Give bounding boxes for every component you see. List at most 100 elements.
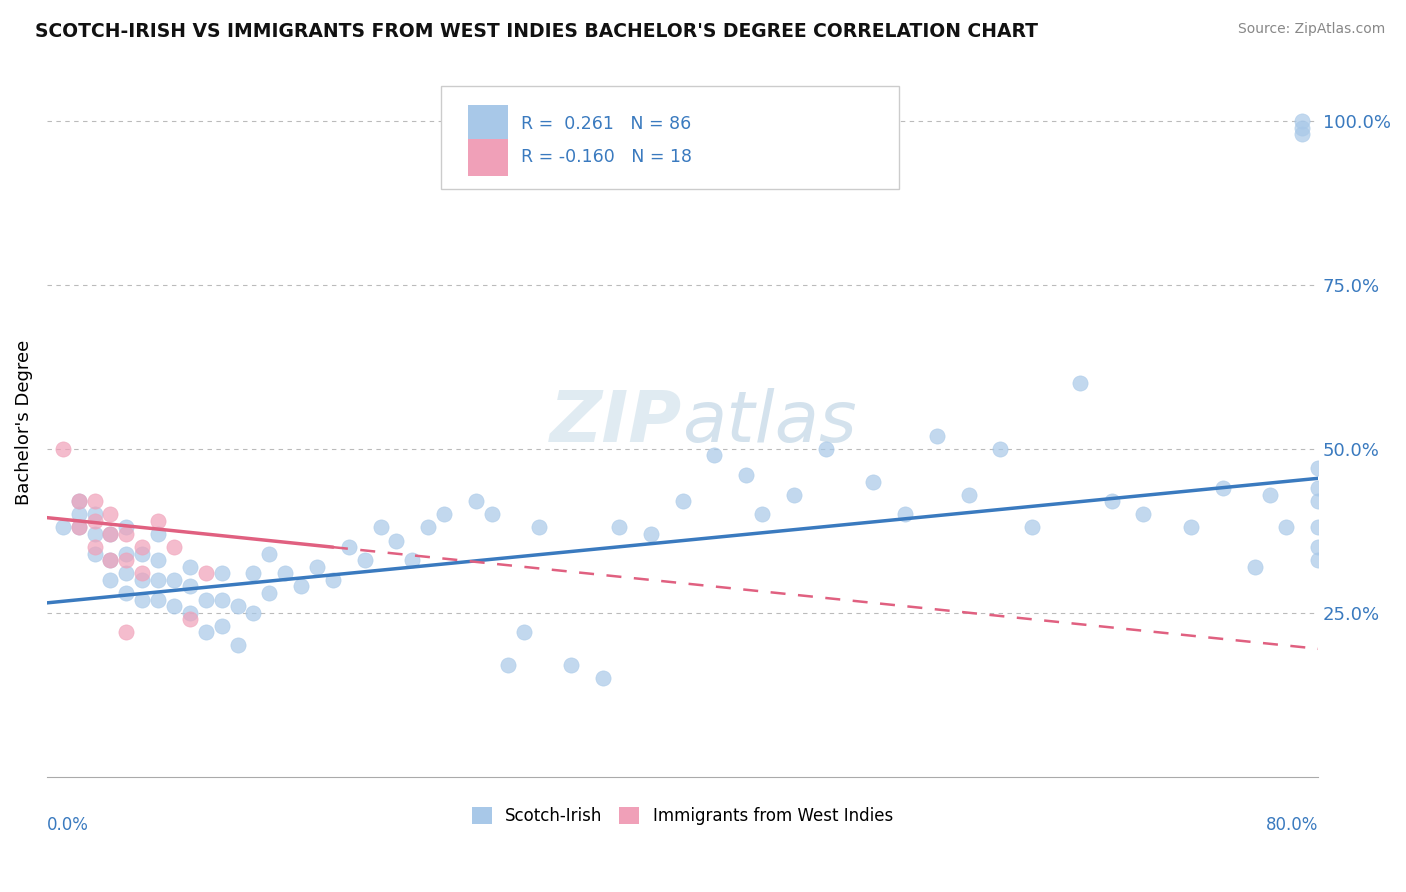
Point — [115, 547, 138, 561]
Point — [1243, 559, 1265, 574]
Point — [83, 494, 105, 508]
Point — [67, 520, 90, 534]
Point — [131, 566, 153, 581]
Point — [1308, 494, 1330, 508]
Point — [163, 599, 186, 614]
Point — [67, 520, 90, 534]
Point — [100, 527, 122, 541]
Point — [83, 514, 105, 528]
Point — [925, 428, 948, 442]
Y-axis label: Bachelor's Degree: Bachelor's Degree — [15, 340, 32, 505]
Point — [115, 586, 138, 600]
Point — [146, 553, 169, 567]
Point — [1308, 520, 1330, 534]
Point — [1308, 461, 1330, 475]
Point — [862, 475, 884, 489]
Point — [465, 494, 488, 508]
Point — [988, 442, 1011, 456]
Point — [194, 592, 217, 607]
Point — [52, 442, 75, 456]
Point — [163, 573, 186, 587]
Point — [226, 639, 249, 653]
Point — [370, 520, 392, 534]
Point — [894, 508, 917, 522]
Point — [1275, 520, 1298, 534]
Point — [1180, 520, 1202, 534]
Point — [1291, 120, 1313, 135]
Point — [179, 606, 201, 620]
Point — [226, 599, 249, 614]
Point — [146, 527, 169, 541]
Point — [418, 520, 440, 534]
Legend: Scotch-Irish, Immigrants from West Indies: Scotch-Irish, Immigrants from West Indie… — [465, 800, 900, 832]
Point — [1021, 520, 1043, 534]
Text: R = -0.160   N = 18: R = -0.160 N = 18 — [522, 148, 692, 166]
Point — [814, 442, 837, 456]
Point — [242, 606, 264, 620]
Point — [353, 553, 375, 567]
Point — [305, 559, 328, 574]
Point — [67, 508, 90, 522]
Point — [83, 547, 105, 561]
Point — [735, 468, 758, 483]
Point — [481, 508, 503, 522]
Point — [52, 520, 75, 534]
Point — [1291, 127, 1313, 141]
Point — [131, 592, 153, 607]
Point — [115, 527, 138, 541]
Point — [1291, 114, 1313, 128]
Point — [640, 527, 662, 541]
Point — [385, 533, 408, 548]
Text: 80.0%: 80.0% — [1265, 815, 1319, 833]
Point — [560, 658, 582, 673]
Point — [592, 671, 614, 685]
Point — [211, 592, 233, 607]
Point — [194, 566, 217, 581]
Text: 0.0%: 0.0% — [46, 815, 89, 833]
Point — [146, 592, 169, 607]
Point — [100, 553, 122, 567]
Point — [607, 520, 630, 534]
Text: atlas: atlas — [682, 388, 858, 457]
Point — [211, 566, 233, 581]
Point — [83, 540, 105, 554]
Point — [100, 508, 122, 522]
Point — [751, 508, 773, 522]
Point — [1260, 488, 1282, 502]
Point — [163, 540, 186, 554]
Point — [401, 553, 423, 567]
Point — [194, 625, 217, 640]
Text: R =  0.261   N = 86: R = 0.261 N = 86 — [522, 115, 692, 133]
Point — [290, 579, 312, 593]
Point — [274, 566, 297, 581]
Point — [1069, 376, 1091, 391]
Text: ZIP: ZIP — [550, 388, 682, 457]
FancyBboxPatch shape — [468, 139, 509, 176]
Text: SCOTCH-IRISH VS IMMIGRANTS FROM WEST INDIES BACHELOR'S DEGREE CORRELATION CHART: SCOTCH-IRISH VS IMMIGRANTS FROM WEST IND… — [35, 22, 1038, 41]
Point — [1132, 508, 1154, 522]
Point — [100, 553, 122, 567]
Point — [671, 494, 693, 508]
Point — [1308, 553, 1330, 567]
Point — [529, 520, 551, 534]
Point — [115, 520, 138, 534]
Point — [115, 553, 138, 567]
Point — [211, 619, 233, 633]
Point — [131, 540, 153, 554]
Point — [242, 566, 264, 581]
Point — [259, 547, 281, 561]
Point — [115, 625, 138, 640]
Point — [179, 579, 201, 593]
Point — [703, 448, 725, 462]
Point — [146, 573, 169, 587]
FancyBboxPatch shape — [441, 87, 898, 189]
Point — [131, 573, 153, 587]
Point — [100, 527, 122, 541]
Point — [100, 573, 122, 587]
Point — [67, 494, 90, 508]
Point — [512, 625, 534, 640]
Point — [179, 612, 201, 626]
Point — [1101, 494, 1123, 508]
Point — [1212, 481, 1234, 495]
Point — [433, 508, 456, 522]
